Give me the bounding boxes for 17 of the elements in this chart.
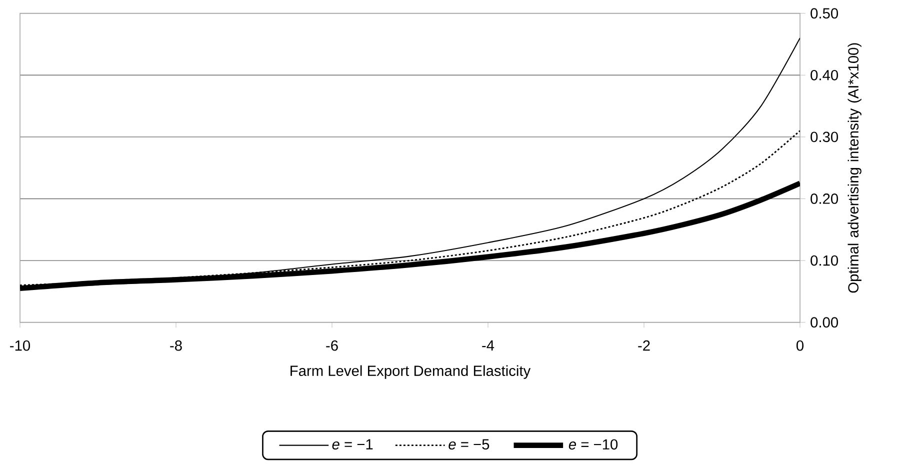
legend-label: e = −5 xyxy=(448,439,490,450)
y-tick-label: 0.00 xyxy=(810,316,838,328)
y-tick-label: 0.40 xyxy=(810,70,838,80)
y-tick-label: 0.20 xyxy=(810,193,838,204)
x-tick-label: 0 xyxy=(796,340,804,351)
y-tick-label: 0.50 xyxy=(810,8,838,18)
x-tick-label: -2 xyxy=(638,340,650,350)
y-tick-label: 0.10 xyxy=(810,255,838,266)
x-tick-label: -6 xyxy=(326,340,338,351)
x-tick-label: -8 xyxy=(170,340,182,351)
y-axis-title: Optimal advertising intensity (AI*x100) xyxy=(848,43,862,293)
x-tick-label: -4 xyxy=(482,340,494,350)
x-tick-label: -10 xyxy=(10,340,30,351)
x-axis-title: Farm Level Export Demand Elasticity xyxy=(290,365,531,379)
legend-label: e = −1 xyxy=(332,439,373,450)
y-tick-label: 0.30 xyxy=(810,132,838,142)
legend-label: e = −10 xyxy=(568,439,618,450)
